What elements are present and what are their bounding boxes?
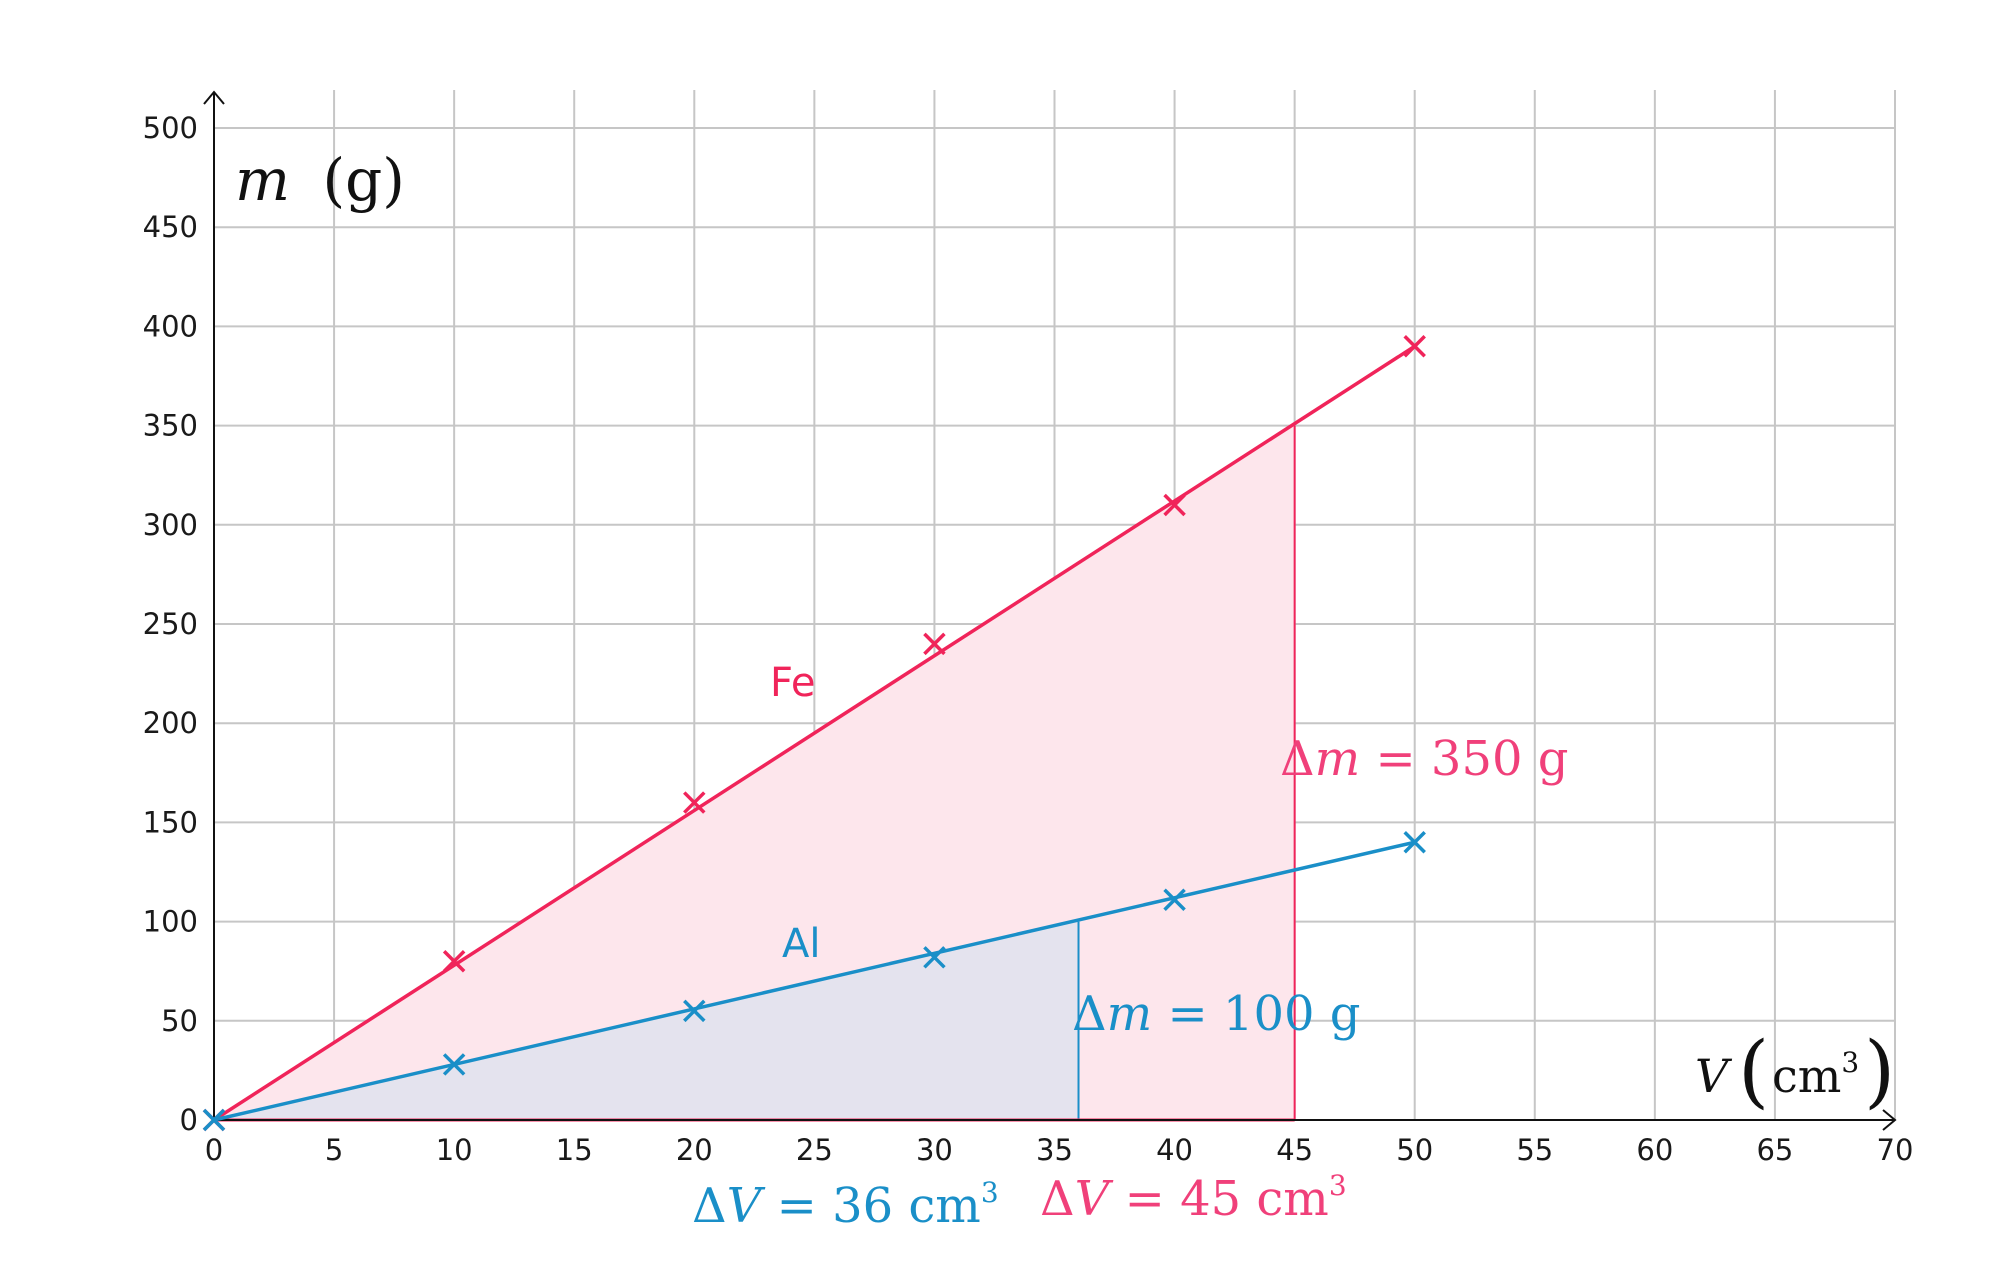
data-point-mark — [1163, 888, 1186, 912]
x-axis-label: V ( cm3 ) — [1695, 1024, 1895, 1117]
data-point-al — [442, 1053, 466, 1076]
x-tick-label: 15 — [556, 1133, 593, 1167]
data-point-mark — [442, 950, 466, 973]
data-point-mark — [1163, 493, 1186, 517]
x-tick-label: 55 — [1516, 1133, 1553, 1167]
x-axis-label-unit: cm — [1772, 1049, 1841, 1103]
series-line-fe — [213, 344, 1416, 1122]
x-tick-label: 0 — [205, 1133, 223, 1167]
x-axis-label-var: V — [1695, 1049, 1733, 1103]
data-point-mark — [1403, 831, 1426, 854]
series-label-al: Al — [782, 921, 820, 967]
series-label-fe: Fe — [770, 660, 815, 706]
x-tick-label: 65 — [1756, 1133, 1793, 1167]
data-point-al — [1403, 831, 1426, 854]
data-point-al — [1163, 888, 1186, 912]
y-tick-label: 300 — [143, 508, 198, 542]
data-point-mark — [683, 791, 706, 814]
data-point-fe — [1163, 493, 1186, 517]
y-tick-label: 200 — [143, 706, 198, 740]
annotation-al-delta-v: ΔV = 36 cm3 — [692, 1176, 999, 1234]
data-point-fe — [1403, 335, 1426, 358]
data-point-al — [923, 946, 946, 969]
x-tick-label: 45 — [1276, 1133, 1313, 1167]
y-tick-labels: 0 50 100 150 200 250 300 350 400 450 500 — [143, 111, 198, 1137]
x-axis-label-paren-close: ) — [1864, 1024, 1895, 1117]
data-point-mark — [683, 999, 706, 1023]
data-point-al — [683, 999, 706, 1023]
y-tick-label: 400 — [143, 309, 198, 343]
x-tick-label: 25 — [796, 1133, 833, 1167]
data-point-fe — [923, 632, 946, 656]
y-axis-label-unit: (g) — [322, 146, 404, 214]
y-tick-label: 500 — [143, 111, 198, 145]
x-tick-label: 10 — [436, 1133, 473, 1167]
series-lines — [213, 344, 1416, 1122]
data-point-mark — [1403, 335, 1426, 358]
series-line-al — [213, 840, 1416, 1122]
series-points — [202, 335, 1426, 1132]
y-axis-arrow — [203, 90, 225, 105]
x-axis-label-unit-exp: 3 — [1841, 1046, 1859, 1079]
svg-text:cm3: cm3 — [1772, 1046, 1859, 1103]
axes — [203, 90, 1897, 1131]
x-tick-label: 70 — [1877, 1133, 1914, 1167]
x-tick-label: 20 — [676, 1133, 713, 1167]
y-tick-label: 350 — [143, 409, 198, 443]
x-tick-labels: 0 5 10 15 20 25 30 35 40 45 50 55 60 65 70 — [205, 1133, 1914, 1167]
y-tick-label: 50 — [161, 1004, 198, 1038]
y-tick-label: 250 — [143, 607, 198, 641]
x-tick-label: 30 — [916, 1133, 953, 1167]
y-tick-label: 150 — [143, 805, 198, 839]
x-tick-label: 5 — [325, 1133, 343, 1167]
annotation-fe-delta-m: Δm = 350 g — [1280, 731, 1569, 787]
y-tick-label: 0 — [180, 1103, 198, 1137]
x-tick-label: 50 — [1396, 1133, 1433, 1167]
data-point-mark — [202, 1108, 226, 1132]
y-tick-label: 450 — [143, 210, 198, 244]
annotation-fe-delta-v: ΔV = 45 cm3 — [1040, 1169, 1347, 1227]
x-axis-arrow — [1882, 1109, 1897, 1131]
x-tick-label: 40 — [1156, 1133, 1193, 1167]
data-point-mark — [442, 1053, 466, 1076]
x-axis-label-paren-open: ( — [1738, 1024, 1769, 1117]
data-point-fe — [442, 950, 466, 973]
x-tick-label: 60 — [1636, 1133, 1673, 1167]
data-point-mark — [923, 632, 946, 656]
x-tick-label: 35 — [1036, 1133, 1073, 1167]
data-point-al — [202, 1108, 226, 1132]
svg-text:V: V — [1695, 1049, 1733, 1103]
y-tick-label: 100 — [143, 905, 198, 939]
data-point-fe — [683, 791, 706, 814]
annotation-al-delta-m: Δm = 100 g — [1072, 986, 1361, 1042]
data-point-mark — [923, 946, 946, 969]
y-axis-label-var: m — [235, 146, 290, 214]
y-axis-label: m (g) — [235, 146, 405, 214]
